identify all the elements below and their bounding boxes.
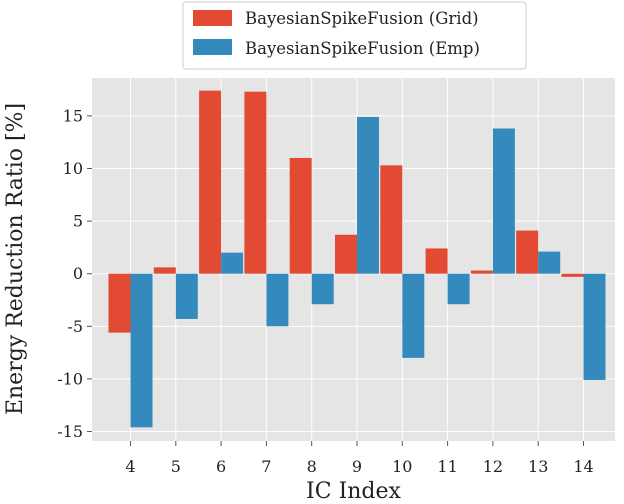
bar-grid-12 (470, 270, 493, 274)
y-tick-label: 10 (63, 159, 83, 178)
x-tick-label: 5 (171, 457, 181, 476)
bar-grid-8 (289, 157, 312, 274)
bar-emp-6 (221, 252, 244, 274)
x-tick-label: 9 (352, 457, 362, 476)
bar-grid-5 (153, 267, 176, 274)
x-ticks: 4 5 6 7 8 9 10 11 12 13 14 (125, 441, 594, 476)
bar-grid-13 (516, 230, 539, 274)
y-axis-label: Energy Reduction Ratio [%] (3, 103, 28, 415)
legend: BayesianSpikeFusion (Grid) BayesianSpike… (182, 1, 527, 70)
x-tick-label: 11 (437, 457, 457, 476)
y-tick-label: -15 (57, 422, 83, 441)
y-tick-label: 0 (73, 264, 83, 283)
bar-grid-14 (561, 273, 584, 277)
legend-label-emp: BayesianSpikeFusion (Emp) (245, 39, 480, 58)
legend-swatch-grid (193, 10, 232, 26)
bars (108, 90, 606, 428)
bar-emp-9 (357, 116, 379, 274)
y-tick-label: 15 (63, 106, 83, 125)
bar-emp-7 (266, 273, 289, 327)
y-tick-label: -10 (57, 369, 83, 388)
x-tick-label: 8 (307, 457, 317, 476)
bar-emp-13 (538, 251, 561, 274)
bar-grid-10 (380, 165, 403, 274)
x-tick-label: 4 (125, 457, 135, 476)
y-ticks: -15 -10 -5 0 5 10 15 (57, 106, 92, 441)
x-axis-label: IC Index (306, 479, 401, 504)
x-tick-label: 6 (216, 457, 226, 476)
bar-emp-12 (492, 128, 515, 274)
bar-emp-5 (175, 273, 198, 319)
bar-emp-11 (447, 273, 470, 305)
bar-emp-14 (583, 273, 606, 380)
x-tick-label: 10 (392, 457, 412, 476)
y-tick-label: -5 (67, 317, 83, 336)
legend-label-grid: BayesianSpikeFusion (Grid) (245, 9, 479, 28)
x-tick-label: 14 (573, 457, 593, 476)
x-tick-label: 7 (261, 457, 271, 476)
bar-emp-10 (402, 273, 425, 358)
bar-grid-7 (244, 91, 267, 274)
bar-grid-11 (425, 248, 448, 274)
bar-grid-6 (199, 90, 222, 274)
x-tick-label: 13 (528, 457, 548, 476)
legend-swatch-emp (193, 39, 232, 55)
bar-grid-9 (335, 234, 357, 274)
bar-emp-4 (130, 273, 153, 428)
bar-grid-4 (108, 273, 131, 333)
y-tick-label: 5 (73, 212, 83, 231)
x-tick-label: 12 (483, 457, 503, 476)
bar-emp-8 (311, 273, 334, 305)
legend-box (182, 1, 527, 70)
